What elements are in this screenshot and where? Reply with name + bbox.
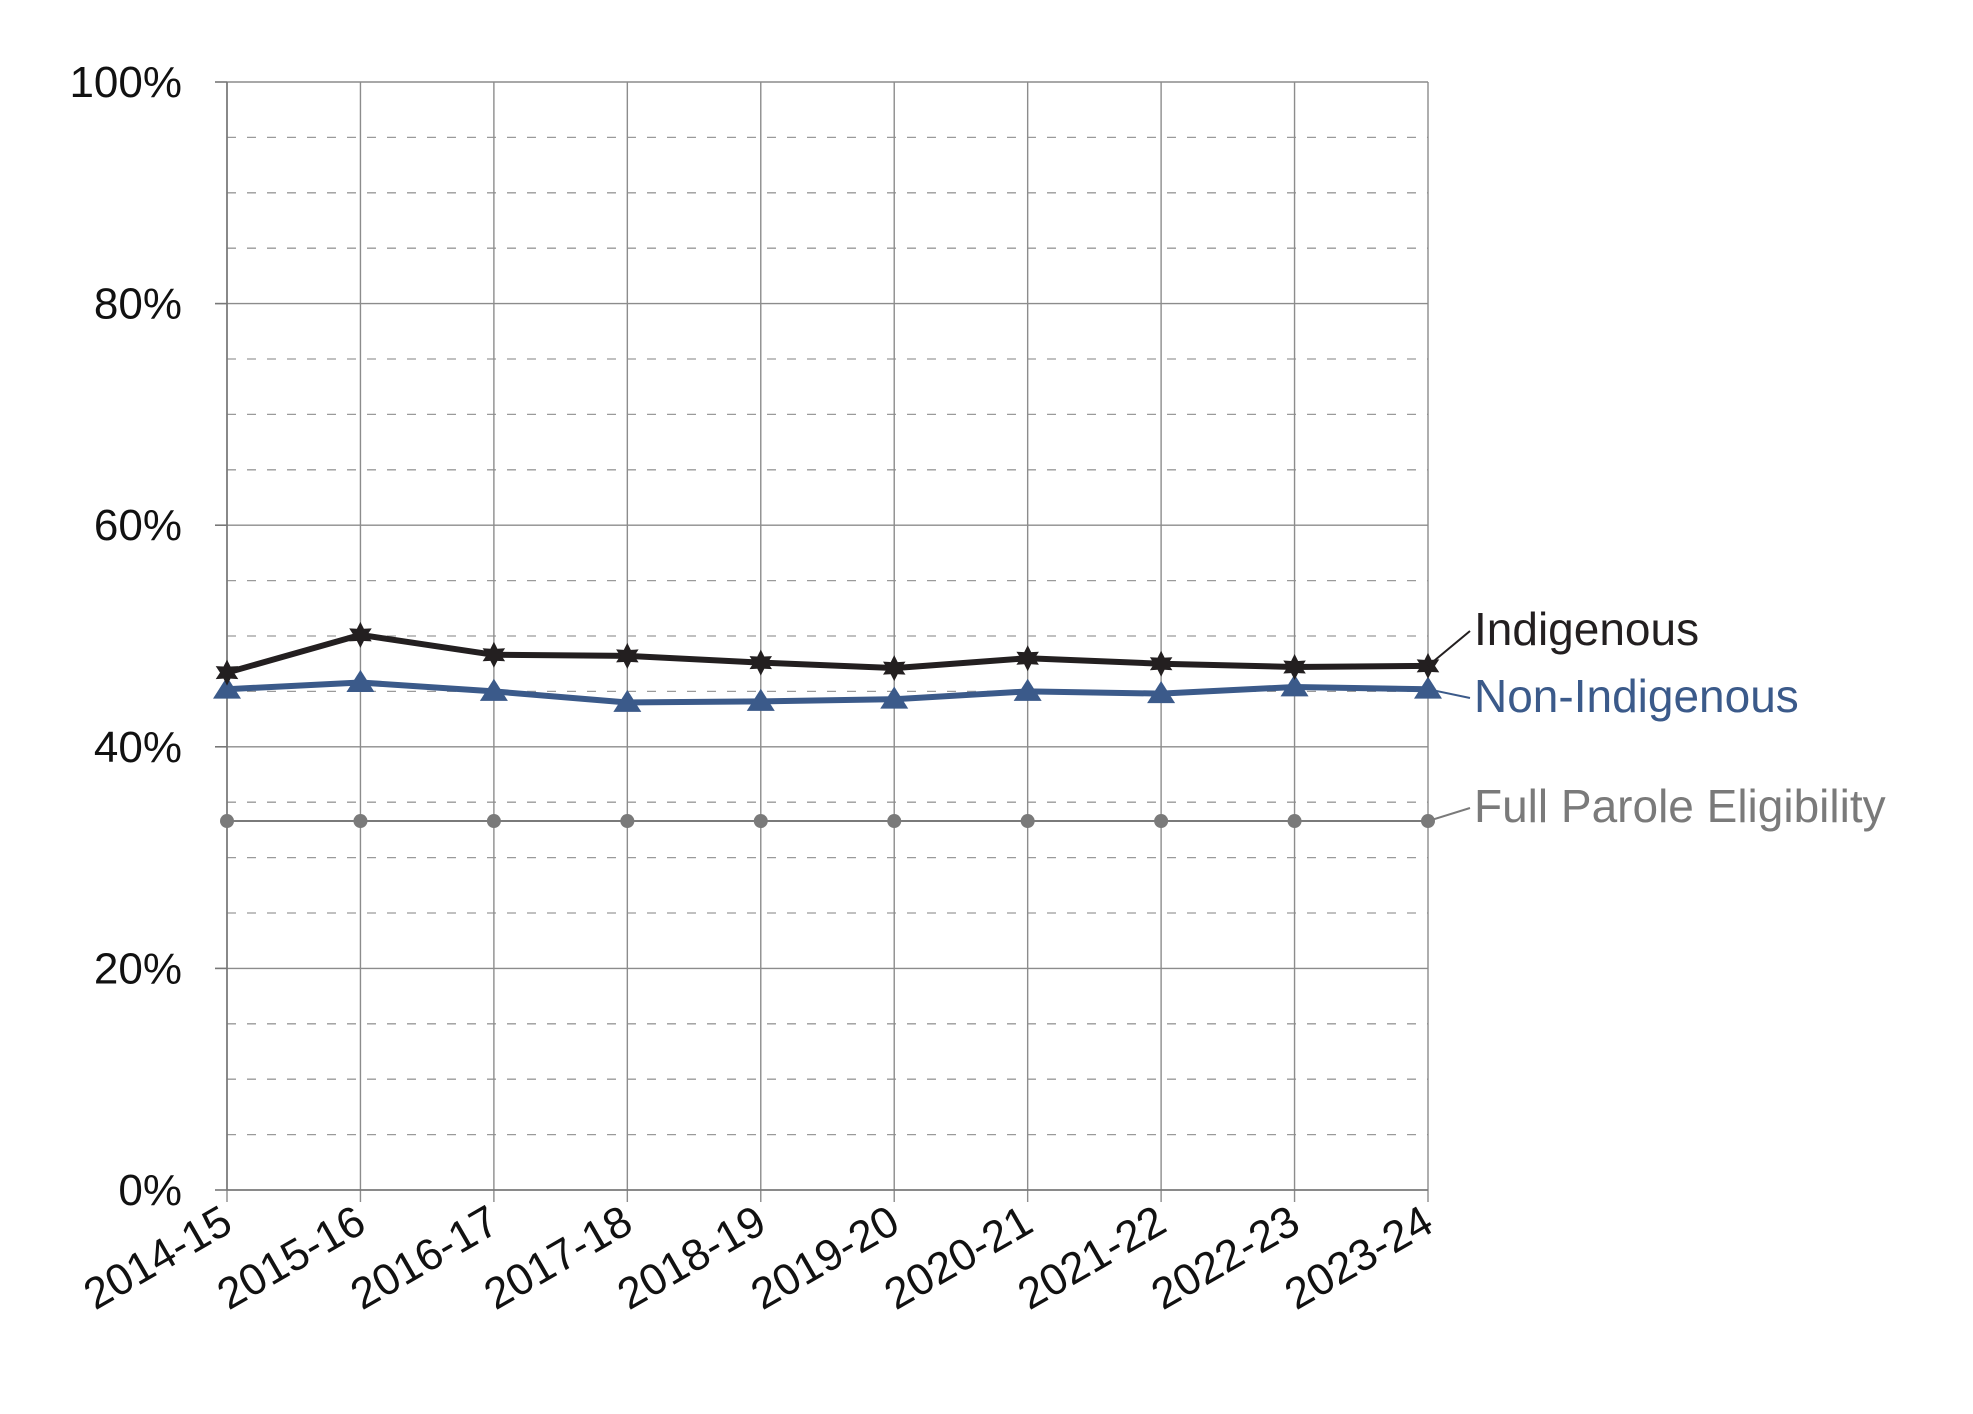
series-labels: Full Parole Eligibility Non-Indigenous Ind…	[1427, 603, 1886, 832]
data-point	[1016, 645, 1039, 672]
x-tick-label: 2016-17	[343, 1196, 507, 1319]
label-leader-line	[1427, 688, 1471, 699]
data-point	[749, 649, 772, 676]
series-label: Indigenous	[1474, 603, 1699, 655]
data-point	[1283, 654, 1306, 680]
label-leader-line	[1427, 630, 1471, 667]
axes	[215, 81, 1428, 1191]
data-point	[1149, 650, 1173, 677]
data-point	[213, 676, 241, 699]
series-label: Full Parole Eligibility	[1474, 780, 1886, 832]
x-tick-label: 2017-18	[476, 1196, 640, 1319]
data-point	[215, 659, 239, 686]
data-point	[620, 814, 635, 829]
y-tick-label: 20%	[94, 944, 182, 993]
data-point	[353, 814, 368, 829]
y-tick-label: 80%	[94, 280, 182, 329]
series-indigenous	[215, 621, 1440, 686]
series-label: Non-Indigenous	[1474, 670, 1799, 722]
data-point	[887, 814, 902, 829]
y-tick-label: 100%	[69, 58, 182, 107]
y-tick-label: 0%	[118, 1166, 182, 1215]
series-line	[226, 631, 1429, 676]
x-tick-label: 2019-20	[743, 1196, 907, 1319]
data-point	[1414, 676, 1442, 699]
x-axis-tick-labels: 2014-152015-162016-172017-182018-192019-…	[76, 1196, 1441, 1319]
x-tick-label: 2015-16	[209, 1196, 373, 1319]
y-tick-label: 40%	[94, 723, 182, 772]
data-point	[1154, 814, 1169, 829]
series-group	[213, 621, 1442, 829]
x-tick-label: 2018-19	[609, 1196, 773, 1319]
data-point	[883, 655, 906, 682]
data-point	[746, 688, 775, 711]
minor-gridlines	[227, 136, 1428, 1136]
data-point	[1280, 674, 1309, 697]
data-point	[1020, 814, 1035, 829]
series-line	[226, 679, 1429, 706]
data-point	[479, 678, 508, 701]
data-point	[1147, 681, 1176, 704]
data-point	[613, 689, 642, 712]
y-tick-label: 60%	[94, 501, 182, 550]
x-tick-label: 2023-24	[1277, 1196, 1441, 1319]
data-point	[482, 641, 506, 668]
data-point	[1013, 678, 1042, 701]
data-point	[880, 686, 909, 709]
x-tick-label: 2022-23	[1143, 1196, 1307, 1319]
x-tick-label: 2020-21	[876, 1196, 1040, 1319]
data-point	[486, 814, 501, 829]
series-non-indigenous	[213, 669, 1442, 712]
label-leader-line	[1427, 807, 1471, 822]
series-full-parole-eligibility	[220, 814, 1435, 829]
data-point	[346, 669, 375, 692]
data-point	[1287, 814, 1302, 829]
x-tick-label: 2021-22	[1010, 1196, 1174, 1319]
data-point	[220, 814, 234, 829]
data-point	[616, 642, 639, 669]
data-point	[349, 621, 372, 648]
data-point	[753, 814, 768, 829]
y-axis-tick-labels: 0% 20% 40% 60% 80% 100%	[69, 58, 182, 1215]
